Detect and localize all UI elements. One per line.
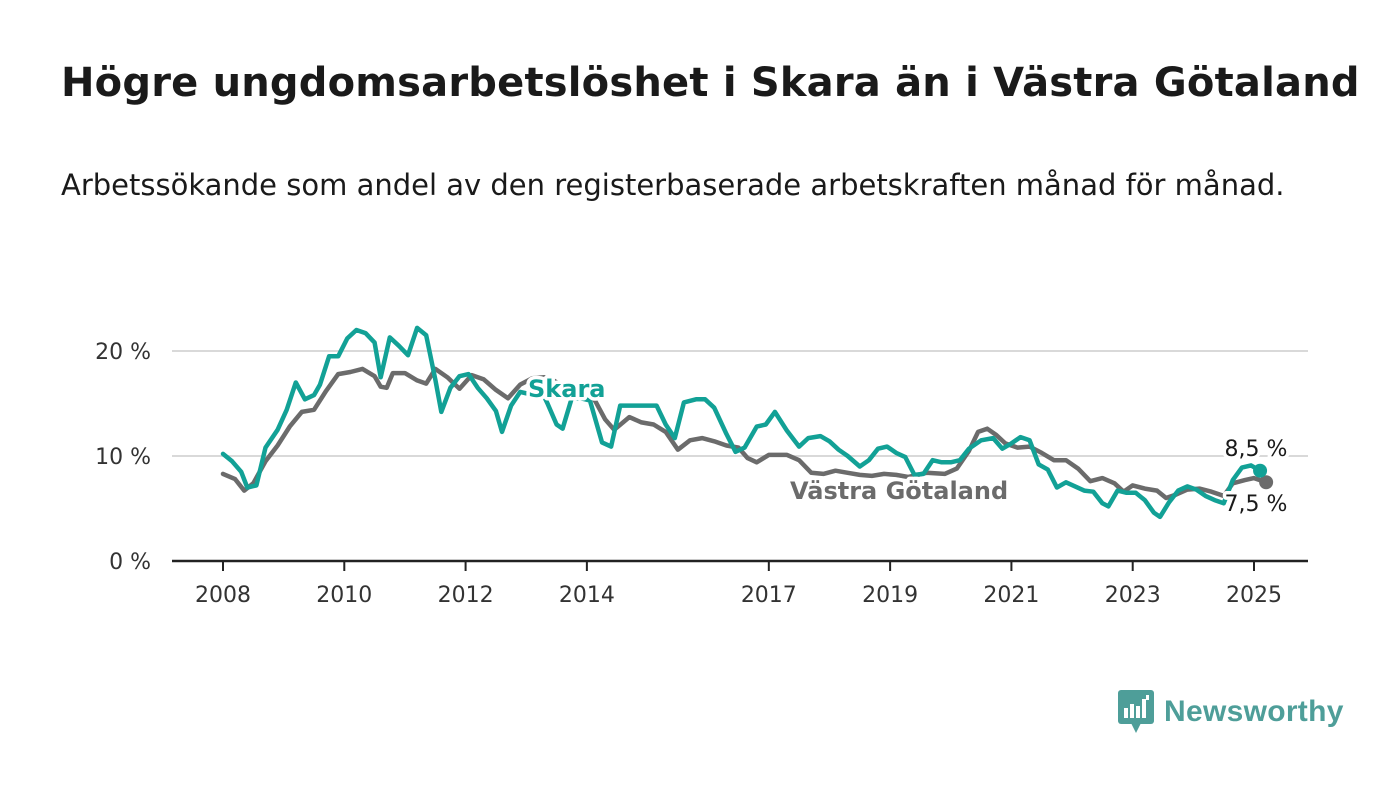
y-tick-label: 20 % — [95, 340, 151, 365]
series-labels: Skara Västra Götaland 8,5 % 7,5 % — [525, 372, 1291, 521]
x-tick-label: 2017 — [741, 583, 797, 608]
x-tick-label: 2019 — [862, 583, 918, 608]
chart-subtitle: Arbetssökande som andel av den registerb… — [61, 168, 1285, 202]
series-label-skara: Skara — [528, 375, 605, 403]
series-label-vastra-gotaland: Västra Götaland — [790, 477, 1008, 505]
end-value-label-skara: 8,5 % — [1225, 437, 1288, 462]
end-point-skara — [1253, 463, 1268, 478]
series-line-vastra-gotaland — [220, 366, 1269, 501]
y-tick-label: 10 % — [95, 445, 151, 470]
x-tick-label: 2023 — [1105, 583, 1161, 608]
y-tick-label: 0 % — [109, 550, 151, 575]
bar-chart-speech-bubble-icon — [1118, 690, 1154, 733]
gridlines — [172, 350, 1308, 457]
chart-title: Högre ungdomsarbetslöshet i Skara än i V… — [61, 60, 1360, 106]
logo-text: Newsworthy — [1164, 695, 1344, 728]
x-tick-label: 2025 — [1226, 583, 1282, 608]
end-point-vastra-gotaland — [1259, 475, 1274, 490]
x-axis-tick-labels: 2008 2010 2012 2014 2017 2019 2021 2023 2025 — [195, 583, 1282, 608]
x-tick-label: 2008 — [195, 583, 251, 608]
y-axis-tick-labels: 0 % 10 % 20 % — [95, 340, 151, 575]
newsworthy-logo: Newsworthy — [1118, 690, 1344, 734]
x-axis — [172, 559, 1308, 571]
end-value-label-vastra-gotaland: 7,5 % — [1225, 492, 1288, 517]
x-tick-label: 2010 — [316, 583, 372, 608]
series-lines — [220, 325, 1274, 520]
x-tick-label: 2012 — [438, 583, 494, 608]
x-tick-label: 2021 — [983, 583, 1039, 608]
series-line-skara — [220, 325, 1263, 520]
x-tick-label: 2014 — [559, 583, 615, 608]
